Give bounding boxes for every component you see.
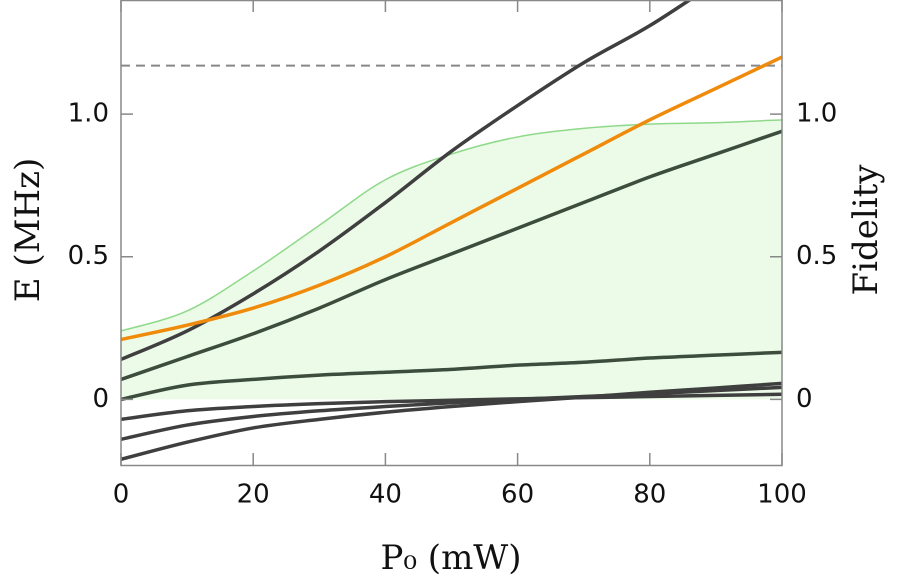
x-tick-label: 40 xyxy=(369,480,402,510)
energy-line xyxy=(121,0,693,362)
y2-axis-label: Fidelity xyxy=(846,164,886,296)
y-tick-label: 0.5 xyxy=(68,241,109,271)
energy-line xyxy=(121,385,782,442)
fidelity-line xyxy=(121,119,782,332)
x-axis-label: P₀ (mW) xyxy=(380,538,521,578)
x-tick-label: 100 xyxy=(757,480,807,510)
x-tick-label: 80 xyxy=(633,480,666,510)
x-tick-label: 0 xyxy=(113,480,130,510)
energy-line xyxy=(121,350,782,402)
y-axis-label: E (MHz) xyxy=(8,158,48,303)
y2-tick-label: 0.5 xyxy=(796,241,837,271)
y-tick-label: 1.0 xyxy=(68,99,109,129)
y2-tick-label: 1.0 xyxy=(796,99,837,129)
energy-line xyxy=(121,55,782,342)
x-tick-label: 20 xyxy=(237,480,270,510)
energy-line xyxy=(121,392,782,422)
energy-line xyxy=(121,129,782,382)
energy-line xyxy=(121,381,782,461)
x-tick-label: 60 xyxy=(501,480,534,510)
y-tick-label: 0 xyxy=(92,384,109,414)
plot-area xyxy=(121,0,782,461)
frame xyxy=(120,0,783,467)
y2-tick-label: 0 xyxy=(796,384,813,414)
